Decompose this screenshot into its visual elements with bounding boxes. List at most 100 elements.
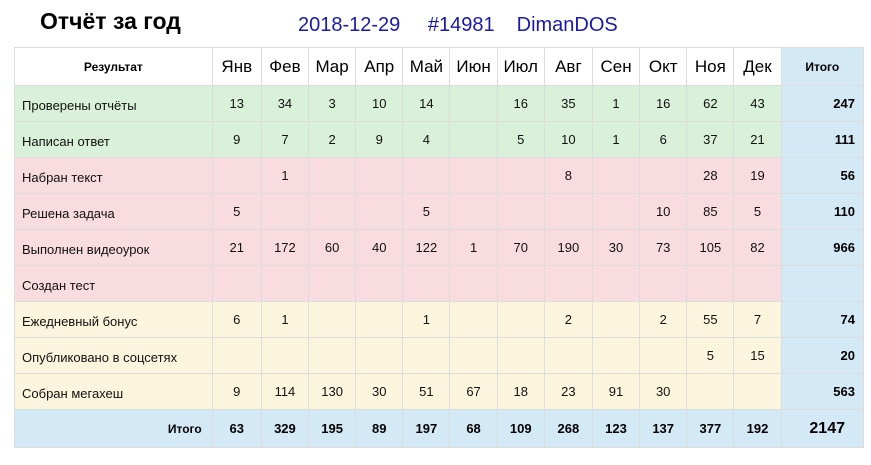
table-cell: 9: [211, 121, 262, 158]
table-cell: 28: [686, 157, 735, 194]
table-cell: 23: [543, 373, 593, 410]
row-total: 247: [780, 85, 865, 122]
table-cell: 73: [639, 229, 688, 266]
table-cell: [402, 337, 451, 374]
table-cell: 21: [211, 229, 262, 266]
table-cell: 9: [211, 373, 262, 410]
month-total: 192: [733, 409, 782, 448]
table-cell: 19: [733, 157, 782, 194]
table-cell: 16: [639, 85, 688, 122]
table-cell: [639, 157, 688, 194]
table-cell: [211, 337, 262, 374]
table-cell: 70: [496, 229, 545, 266]
table-cell: 9: [355, 121, 404, 158]
table-cell: [449, 265, 498, 302]
table-cell: [308, 265, 357, 302]
table-cell: 30: [639, 373, 688, 410]
table-cell: 3: [308, 85, 357, 122]
table-cell: [496, 157, 545, 194]
table-cell: [308, 193, 357, 230]
table-cell: 7: [733, 301, 782, 338]
table-cell: 1: [260, 301, 310, 338]
month-total: 123: [591, 409, 641, 448]
table-cell: [308, 301, 357, 338]
row-total: 966: [780, 229, 865, 266]
table-row: Проверены отчёты 13 34 3 10 14 16 35 1 16 62 43 247: [14, 85, 865, 122]
table-cell: 10: [639, 193, 688, 230]
month-total: 63: [211, 409, 262, 448]
table-cell: 91: [591, 373, 641, 410]
header-total: Итого: [780, 47, 865, 86]
table-cell: [355, 157, 404, 194]
table-cell: 2: [308, 121, 357, 158]
table-cell: 10: [355, 85, 404, 122]
table-cell: [543, 337, 593, 374]
table-cell: [211, 157, 262, 194]
table-cell: [591, 301, 641, 338]
table-cell: 30: [591, 229, 641, 266]
row-label: Решена задача: [14, 193, 213, 230]
table-row: Решена задача 5 5 10 85 5 110: [14, 193, 865, 230]
table-cell: [449, 85, 498, 122]
month-total: 68: [449, 409, 498, 448]
table-cell: 34: [260, 85, 310, 122]
table-cell: 5: [496, 121, 545, 158]
row-total: 56: [780, 157, 865, 194]
table-cell: 13: [211, 85, 262, 122]
table-row: Выполнен видеоурок 21 172 60 40 122 1 70 190 30 73…: [14, 229, 865, 266]
table-row: Написан ответ 9 7 2 9 4 5 10 1 6 37 21 111: [14, 121, 865, 158]
month-total: 197: [402, 409, 451, 448]
table-cell: [355, 265, 404, 302]
table-row: Набран текст 1 8 28 19 56: [14, 157, 865, 194]
table-cell: 114: [260, 373, 310, 410]
table-cell: 5: [402, 193, 451, 230]
table-cell: [449, 157, 498, 194]
row-total: 563: [780, 373, 865, 410]
table-cell: 5: [733, 193, 782, 230]
table-cell: [639, 265, 688, 302]
total-row: Итого 63 329 195 89 197 68 109 268 123 1…: [14, 409, 865, 448]
table-cell: [211, 265, 262, 302]
yearly-report-table: Результат Янв Фев Мар Апр Май Июн Июл Ав…: [14, 47, 865, 448]
table-cell: 40: [355, 229, 404, 266]
header-row: Результат Янв Фев Мар Апр Май Июн Июл Ав…: [14, 47, 865, 86]
table-cell: 6: [639, 121, 688, 158]
table-cell: 21: [733, 121, 782, 158]
month-total: 377: [686, 409, 735, 448]
table-cell: 15: [733, 337, 782, 374]
table-cell: [496, 265, 545, 302]
table-cell: [686, 265, 735, 302]
header-month: Сен: [591, 47, 641, 86]
report-date: 2018-12-29: [298, 14, 401, 36]
table-cell: 30: [355, 373, 404, 410]
table-cell: [449, 193, 498, 230]
row-label: Написан ответ: [14, 121, 213, 158]
table-cell: 105: [686, 229, 735, 266]
row-label: Проверены отчёты: [14, 85, 213, 122]
table-cell: 14: [402, 85, 451, 122]
table-cell: [496, 337, 545, 374]
table-cell: 1: [402, 301, 451, 338]
total-row-label: Итого: [14, 409, 213, 448]
month-total: 137: [639, 409, 688, 448]
table-cell: 8: [543, 157, 593, 194]
table-cell: 1: [591, 85, 641, 122]
header-month: Янв: [211, 47, 262, 86]
table-row: Собран мегахеш 9 114 130 30 51 67 18 23 91 30 563: [14, 373, 865, 410]
table-cell: 67: [449, 373, 498, 410]
table-cell: 43: [733, 85, 782, 122]
row-label: Ежедневный бонус: [14, 301, 213, 338]
row-label: Опубликовано в соцсетях: [14, 337, 213, 374]
month-total: 89: [355, 409, 404, 448]
table-cell: 51: [402, 373, 451, 410]
table-cell: [260, 265, 310, 302]
table-cell: 172: [260, 229, 310, 266]
report-id: #14981: [427, 14, 495, 36]
month-total: 268: [543, 409, 593, 448]
table-cell: 37: [686, 121, 735, 158]
row-total: [780, 265, 865, 302]
table-cell: [496, 301, 545, 338]
report-user: DimanDOS: [516, 14, 618, 36]
row-total: 20: [780, 337, 865, 374]
row-label: Выполнен видеоурок: [14, 229, 213, 266]
